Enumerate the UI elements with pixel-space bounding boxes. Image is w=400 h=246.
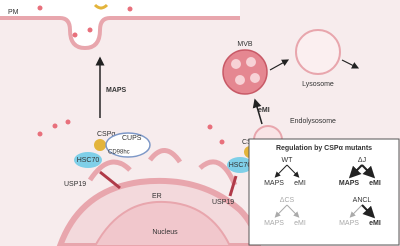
er-fold xyxy=(87,148,238,187)
regulation-title: Regulation by CSPα mutants xyxy=(276,145,372,152)
mvb-vesicles xyxy=(231,57,260,85)
emi-arrow xyxy=(252,98,263,125)
fusion-arrow xyxy=(269,59,290,71)
er-label: ER xyxy=(152,193,162,200)
usp19-label: USP19 xyxy=(212,199,234,206)
cups-vesicle xyxy=(105,132,151,158)
cargo xyxy=(37,5,225,145)
cargo-misfolded xyxy=(93,3,109,10)
pathway-arrow xyxy=(348,164,363,179)
pathway-label: MAPS xyxy=(264,180,284,187)
pathway-arrow xyxy=(274,204,288,218)
mutant-name: ΔJ xyxy=(358,157,366,164)
cups-label: CUPS xyxy=(122,135,142,142)
emi-label: eMI xyxy=(258,107,270,114)
hsc70-label: HSC70 xyxy=(77,157,100,164)
pm-label: PM xyxy=(8,9,19,16)
lysosome xyxy=(295,29,341,75)
hsc70 xyxy=(227,157,253,173)
cd98hc-label: CD98hc xyxy=(108,150,130,156)
mvb xyxy=(222,49,268,95)
panels: WT MAPS eMI ΔJ MAPS eMI ΔCS MAPS eMI ANCL MAPS eMI xyxy=(264,157,381,227)
nucleus-label: Nucleus xyxy=(152,229,178,236)
mutant-name: ANCL xyxy=(353,197,372,204)
pathway-label: eMI xyxy=(369,220,381,227)
pathway-arrow xyxy=(361,204,376,219)
usp19 xyxy=(228,175,238,197)
pathway-arrow xyxy=(286,204,300,218)
maps-label: MAPS xyxy=(106,87,127,94)
lysosome-label: Lysosome xyxy=(302,81,334,88)
hsc70-label: HSC70 xyxy=(229,162,252,169)
pathway-arrow xyxy=(274,164,288,178)
pathway-arrow xyxy=(349,204,363,218)
hsc70 xyxy=(74,152,102,168)
degradation-arrow xyxy=(341,59,360,69)
pathway-label: eMI xyxy=(369,180,381,187)
plasma-membrane xyxy=(0,16,240,51)
usp19 xyxy=(99,170,121,190)
cspa xyxy=(94,139,106,151)
pathway-arrow xyxy=(286,164,300,178)
pathway-label: MAPS xyxy=(339,180,360,187)
usp19-label: USP19 xyxy=(64,181,86,188)
regulation-box xyxy=(248,138,400,246)
endolysosome-label: Endolysosome xyxy=(290,118,336,125)
mutant-name: WT xyxy=(282,157,294,164)
mvb-label: MVB xyxy=(237,41,253,48)
pathway-arrow xyxy=(361,164,376,179)
pathway-label: eMI xyxy=(294,180,306,187)
pathway-label: MAPS xyxy=(339,220,359,227)
nucleus xyxy=(93,200,232,246)
pathway-label: MAPS xyxy=(264,220,284,227)
pathway-label: eMI xyxy=(294,220,306,227)
extracellular xyxy=(0,0,240,48)
cspa-label: CSPα xyxy=(97,131,115,138)
mutant-name: ΔCS xyxy=(280,197,295,204)
